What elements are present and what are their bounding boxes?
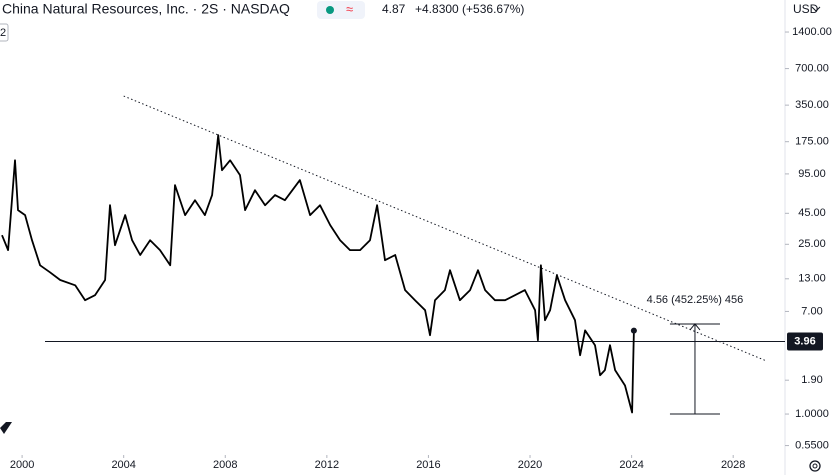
x-tick-label: 2000 bbox=[10, 459, 34, 471]
settings-icon-core bbox=[812, 463, 818, 469]
y-tick-label: 95.00 bbox=[798, 168, 826, 180]
x-tick-label: 2024 bbox=[619, 459, 643, 471]
y-tick-label: 700.00 bbox=[795, 62, 829, 74]
x-tick-label: 2008 bbox=[213, 459, 237, 471]
settings-icon[interactable] bbox=[809, 460, 821, 472]
x-tick-label: 2020 bbox=[518, 459, 542, 471]
last-point bbox=[630, 327, 637, 334]
y-tick-label: 45.00 bbox=[798, 207, 826, 219]
level-label: 3.96 bbox=[794, 335, 815, 347]
side-box bbox=[0, 23, 9, 42]
currency[interactable]: USD bbox=[793, 2, 819, 16]
x-tick-label: 2028 bbox=[721, 459, 745, 471]
currency-dropdown[interactable] bbox=[811, 6, 821, 12]
level-label-box bbox=[787, 332, 823, 351]
x-tick-label: 2004 bbox=[111, 459, 135, 471]
y-tick-label: 25.00 bbox=[798, 238, 826, 250]
side-label: 2 bbox=[0, 27, 6, 39]
status-icon: ≈ bbox=[346, 1, 353, 16]
trend-line bbox=[123, 95, 766, 361]
price-line bbox=[1, 134, 635, 414]
x-tick-label: 2012 bbox=[315, 459, 339, 471]
measure-label: 4.56 (452.25%) 456 bbox=[647, 294, 744, 306]
y-tick-label: 1.90 bbox=[801, 374, 822, 386]
y-tick-label: 1400.00 bbox=[792, 26, 832, 38]
y-tick-label: 13.00 bbox=[798, 273, 826, 285]
measure-arrow bbox=[689, 323, 701, 331]
y-tick-label: 1.0000 bbox=[795, 408, 829, 420]
indicator-buttons[interactable] bbox=[317, 1, 365, 19]
price-change: +4.8300 (+536.67%) bbox=[415, 2, 524, 16]
logo bbox=[0, 422, 12, 434]
y-tick-label: 350.00 bbox=[795, 99, 829, 111]
y-tick-label: 7.00 bbox=[801, 305, 822, 317]
chart-title: China Natural Resources, Inc. · 2S · NAS… bbox=[2, 1, 290, 17]
status-dot bbox=[326, 6, 334, 14]
x-tick-label: 2016 bbox=[416, 459, 440, 471]
y-tick-label: 0.5500 bbox=[795, 439, 829, 451]
y-tick-label: 175.00 bbox=[795, 136, 829, 148]
last-price: 4.87 bbox=[382, 2, 406, 16]
